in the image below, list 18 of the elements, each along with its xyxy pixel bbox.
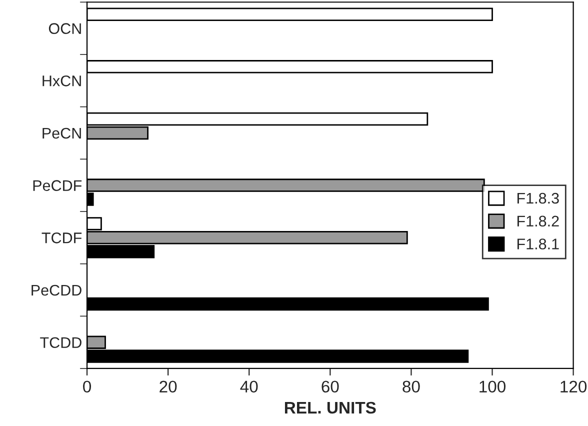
x-tick-label: 0: [83, 380, 92, 393]
y-tick-label: PeCN: [42, 128, 81, 139]
y-tick-label: OCN: [48, 23, 81, 34]
x-tick-label: 120: [560, 380, 587, 393]
legend-label: F1.8.1: [517, 238, 559, 250]
y-tick-label: PeCDF: [33, 180, 82, 191]
legend-label: F1.8.3: [517, 192, 559, 204]
legend-label: F1.8.2: [517, 216, 559, 227]
y-tick-label: PeCDD: [32, 284, 82, 296]
x-axis-title: REL. UNITS: [284, 402, 376, 414]
x-tick-label: 20: [160, 380, 177, 393]
y-tick-label: TCDD: [40, 337, 82, 348]
x-tick-label: 80: [402, 380, 420, 393]
x-tick-label: 60: [322, 380, 339, 393]
y-tick-label: TCDF: [42, 232, 82, 244]
x-tick-label: 40: [240, 380, 258, 393]
y-tick-label: HxCN: [42, 76, 81, 86]
x-tick-label: 100: [480, 380, 506, 393]
